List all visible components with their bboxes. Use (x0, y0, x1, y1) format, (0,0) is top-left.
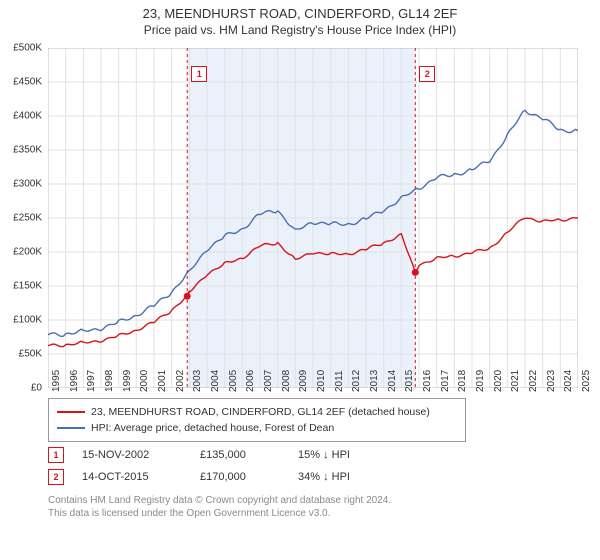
title-block: 23, MEENDHURST ROAD, CINDERFORD, GL14 2E… (0, 0, 600, 37)
y-tick-label: £50K (19, 349, 42, 360)
sale-row-marker: 2 (48, 469, 64, 485)
x-tick-label: 2015 (404, 370, 415, 392)
x-tick-label: 2014 (387, 370, 398, 392)
x-tick-label: 2007 (263, 370, 274, 392)
chart-plot-area: £0£50K£100K£150K£200K£250K£300K£350K£400… (48, 48, 578, 388)
y-tick-label: £500K (13, 43, 42, 54)
sale-date: 14-OCT-2015 (82, 471, 182, 483)
y-tick-label: £250K (13, 213, 42, 224)
chart-svg (48, 48, 578, 388)
x-tick-label: 2001 (157, 370, 168, 392)
sale-diff: 15% ↓ HPI (298, 449, 408, 461)
x-tick-label: 2022 (528, 370, 539, 392)
legend-item: HPI: Average price, detached house, Fore… (57, 420, 457, 436)
legend-label: 23, MEENDHURST ROAD, CINDERFORD, GL14 2E… (91, 404, 430, 420)
x-tick-label: 2004 (210, 370, 221, 392)
x-tick-label: 2008 (281, 370, 292, 392)
x-tick-label: 2002 (175, 370, 186, 392)
y-tick-label: £150K (13, 281, 42, 292)
sale-row-marker: 1 (48, 447, 64, 463)
legend-label: HPI: Average price, detached house, Fore… (91, 420, 334, 436)
x-tick-label: 2006 (245, 370, 256, 392)
x-tick-label: 2010 (316, 370, 327, 392)
sale-marker-flag: 2 (419, 66, 435, 82)
sale-date: 15-NOV-2002 (82, 449, 182, 461)
attribution-line-1: Contains HM Land Registry data © Crown c… (48, 494, 580, 507)
legend-swatch (57, 411, 85, 413)
legend-swatch (57, 427, 85, 429)
x-tick-label: 2011 (334, 370, 345, 392)
sale-row: 2 14-OCT-2015 £170,000 34% ↓ HPI (48, 466, 408, 488)
x-tick-label: 1997 (86, 370, 97, 392)
x-tick-label: 2018 (457, 370, 468, 392)
y-tick-label: £300K (13, 179, 42, 190)
sale-row: 1 15-NOV-2002 £135,000 15% ↓ HPI (48, 444, 408, 466)
x-tick-label: 2019 (475, 370, 486, 392)
y-tick-label: £400K (13, 111, 42, 122)
y-tick-label: £0 (31, 383, 42, 394)
x-tick-label: 1998 (104, 370, 115, 392)
attribution-text: Contains HM Land Registry data © Crown c… (48, 494, 580, 520)
x-tick-label: 2009 (298, 370, 309, 392)
sale-price: £170,000 (200, 471, 280, 483)
x-tick-label: 2020 (493, 370, 504, 392)
y-tick-label: £200K (13, 247, 42, 258)
sale-table: 1 15-NOV-2002 £135,000 15% ↓ HPI 2 14-OCT-201… (48, 444, 408, 488)
x-tick-label: 2013 (369, 370, 380, 392)
y-tick-label: £350K (13, 145, 42, 156)
x-tick-label: 2003 (192, 370, 203, 392)
y-tick-label: £100K (13, 315, 42, 326)
x-tick-label: 1999 (122, 370, 133, 392)
x-tick-label: 2000 (139, 370, 150, 392)
x-tick-label: 2025 (581, 370, 592, 392)
x-tick-label: 2017 (440, 370, 451, 392)
x-tick-label: 2005 (228, 370, 239, 392)
x-tick-label: 2021 (510, 370, 521, 392)
sale-price: £135,000 (200, 449, 280, 461)
x-tick-label: 1996 (69, 370, 80, 392)
x-tick-label: 2023 (546, 370, 557, 392)
legend-item: 23, MEENDHURST ROAD, CINDERFORD, GL14 2E… (57, 404, 457, 420)
chart-title: 23, MEENDHURST ROAD, CINDERFORD, GL14 2E… (0, 6, 600, 21)
chart-container: 23, MEENDHURST ROAD, CINDERFORD, GL14 2E… (0, 0, 600, 560)
sale-diff: 34% ↓ HPI (298, 471, 408, 483)
x-tick-label: 1995 (51, 370, 62, 392)
legend-box: 23, MEENDHURST ROAD, CINDERFORD, GL14 2E… (48, 398, 466, 442)
x-tick-label: 2016 (422, 370, 433, 392)
x-tick-label: 2012 (351, 370, 362, 392)
x-tick-label: 2024 (563, 370, 574, 392)
chart-subtitle: Price paid vs. HM Land Registry's House … (0, 23, 600, 37)
attribution-line-2: This data is licensed under the Open Gov… (48, 507, 580, 520)
sale-marker-flag: 1 (191, 66, 207, 82)
y-tick-label: £450K (13, 77, 42, 88)
